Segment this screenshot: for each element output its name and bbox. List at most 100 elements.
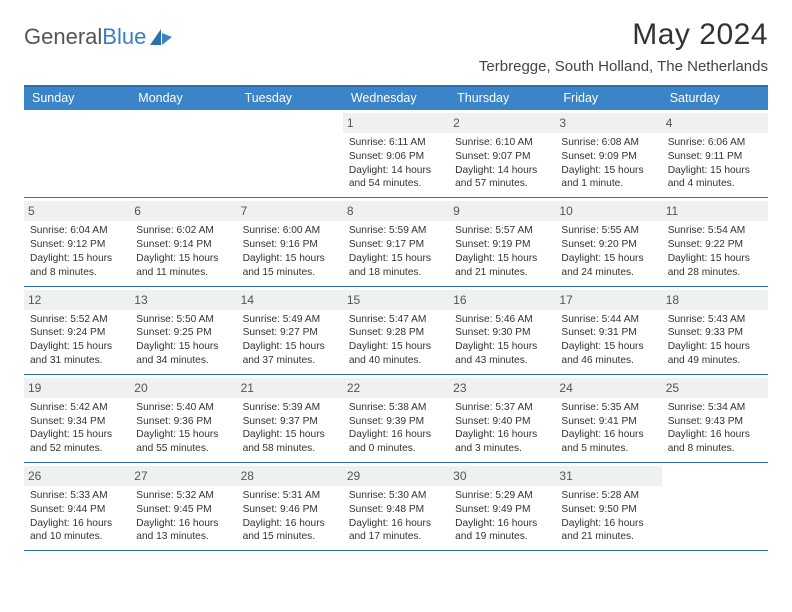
empty-cell [130, 110, 236, 197]
daylight-text: and 37 minutes. [243, 354, 337, 368]
sunrise-text: Sunrise: 5:54 AM [668, 224, 762, 238]
dayname-header: Thursday [449, 87, 555, 110]
sunrise-text: Sunrise: 5:29 AM [455, 489, 549, 503]
day-number: 26 [24, 466, 130, 486]
sunset-text: Sunset: 9:20 PM [561, 238, 655, 252]
daylight-text: Daylight: 16 hours [136, 517, 230, 531]
dayname-header: Saturday [662, 87, 768, 110]
daylight-text: and 28 minutes. [668, 266, 762, 280]
day-cell: 4Sunrise: 6:06 AMSunset: 9:11 PMDaylight… [662, 110, 768, 197]
sunset-text: Sunset: 9:19 PM [455, 238, 549, 252]
daylight-text: and 34 minutes. [136, 354, 230, 368]
sunrise-text: Sunrise: 5:37 AM [455, 401, 549, 415]
day-cell: 7Sunrise: 6:00 AMSunset: 9:16 PMDaylight… [237, 198, 343, 285]
calendar-grid: SundayMondayTuesdayWednesdayThursdayFrid… [24, 85, 768, 551]
day-number: 2 [449, 113, 555, 133]
day-cell: 16Sunrise: 5:46 AMSunset: 9:30 PMDayligh… [449, 287, 555, 374]
day-cell: 13Sunrise: 5:50 AMSunset: 9:25 PMDayligh… [130, 287, 236, 374]
day-number: 28 [237, 466, 343, 486]
daylight-text: Daylight: 16 hours [349, 517, 443, 531]
dayname-header: Friday [555, 87, 661, 110]
daylight-text: Daylight: 14 hours [455, 164, 549, 178]
day-number: 8 [343, 201, 449, 221]
sunrise-text: Sunrise: 6:02 AM [136, 224, 230, 238]
day-cell: 15Sunrise: 5:47 AMSunset: 9:28 PMDayligh… [343, 287, 449, 374]
day-number: 9 [449, 201, 555, 221]
day-cell: 19Sunrise: 5:42 AMSunset: 9:34 PMDayligh… [24, 375, 130, 462]
day-number: 20 [130, 378, 236, 398]
sunrise-text: Sunrise: 5:49 AM [243, 313, 337, 327]
sunrise-text: Sunrise: 5:55 AM [561, 224, 655, 238]
sunrise-text: Sunrise: 6:11 AM [349, 136, 443, 150]
daylight-text: and 54 minutes. [349, 177, 443, 191]
sunrise-text: Sunrise: 5:32 AM [136, 489, 230, 503]
location-label: Terbregge, South Holland, The Netherland… [479, 58, 768, 75]
daylight-text: and 10 minutes. [30, 530, 124, 544]
day-number: 18 [662, 290, 768, 310]
day-number: 11 [662, 201, 768, 221]
day-number: 21 [237, 378, 343, 398]
sunrise-text: Sunrise: 6:00 AM [243, 224, 337, 238]
day-cell: 8Sunrise: 5:59 AMSunset: 9:17 PMDaylight… [343, 198, 449, 285]
day-cell: 14Sunrise: 5:49 AMSunset: 9:27 PMDayligh… [237, 287, 343, 374]
day-cell: 11Sunrise: 5:54 AMSunset: 9:22 PMDayligh… [662, 198, 768, 285]
day-number: 3 [555, 113, 661, 133]
day-cell: 3Sunrise: 6:08 AMSunset: 9:09 PMDaylight… [555, 110, 661, 197]
sunset-text: Sunset: 9:41 PM [561, 415, 655, 429]
daylight-text: Daylight: 15 hours [455, 252, 549, 266]
sunset-text: Sunset: 9:31 PM [561, 326, 655, 340]
sunset-text: Sunset: 9:50 PM [561, 503, 655, 517]
sunset-text: Sunset: 9:45 PM [136, 503, 230, 517]
dayname-header: Monday [130, 87, 236, 110]
day-number: 7 [237, 201, 343, 221]
daylight-text: Daylight: 15 hours [30, 340, 124, 354]
month-title: May 2024 [479, 18, 768, 52]
empty-cell [662, 463, 768, 550]
sunrise-text: Sunrise: 6:08 AM [561, 136, 655, 150]
day-cell: 6Sunrise: 6:02 AMSunset: 9:14 PMDaylight… [130, 198, 236, 285]
sunset-text: Sunset: 9:49 PM [455, 503, 549, 517]
sunrise-text: Sunrise: 5:40 AM [136, 401, 230, 415]
daylight-text: Daylight: 15 hours [455, 340, 549, 354]
daylight-text: Daylight: 16 hours [30, 517, 124, 531]
daylight-text: Daylight: 15 hours [136, 252, 230, 266]
sunset-text: Sunset: 9:30 PM [455, 326, 549, 340]
daylight-text: and 24 minutes. [561, 266, 655, 280]
day-cell: 5Sunrise: 6:04 AMSunset: 9:12 PMDaylight… [24, 198, 130, 285]
day-number: 16 [449, 290, 555, 310]
daylight-text: Daylight: 14 hours [349, 164, 443, 178]
daylight-text: and 0 minutes. [349, 442, 443, 456]
sunrise-text: Sunrise: 5:43 AM [668, 313, 762, 327]
daylight-text: Daylight: 15 hours [561, 164, 655, 178]
day-number: 5 [24, 201, 130, 221]
day-cell: 10Sunrise: 5:55 AMSunset: 9:20 PMDayligh… [555, 198, 661, 285]
dayname-header: Wednesday [343, 87, 449, 110]
daylight-text: and 15 minutes. [243, 266, 337, 280]
sunrise-text: Sunrise: 5:34 AM [668, 401, 762, 415]
daylight-text: and 15 minutes. [243, 530, 337, 544]
daylight-text: and 49 minutes. [668, 354, 762, 368]
sunset-text: Sunset: 9:43 PM [668, 415, 762, 429]
day-cell: 27Sunrise: 5:32 AMSunset: 9:45 PMDayligh… [130, 463, 236, 550]
daylight-text: Daylight: 15 hours [136, 340, 230, 354]
sunset-text: Sunset: 9:27 PM [243, 326, 337, 340]
daylight-text: and 21 minutes. [561, 530, 655, 544]
brand-part1: General [24, 24, 102, 50]
sunrise-text: Sunrise: 5:47 AM [349, 313, 443, 327]
day-cell: 12Sunrise: 5:52 AMSunset: 9:24 PMDayligh… [24, 287, 130, 374]
sunrise-text: Sunrise: 5:50 AM [136, 313, 230, 327]
day-number: 22 [343, 378, 449, 398]
daylight-text: Daylight: 15 hours [30, 428, 124, 442]
day-number: 31 [555, 466, 661, 486]
title-block: May 2024 Terbregge, South Holland, The N… [479, 18, 768, 75]
day-cell: 24Sunrise: 5:35 AMSunset: 9:41 PMDayligh… [555, 375, 661, 462]
empty-cell [24, 110, 130, 197]
daylight-text: Daylight: 15 hours [136, 428, 230, 442]
sunset-text: Sunset: 9:12 PM [30, 238, 124, 252]
sunrise-text: Sunrise: 5:57 AM [455, 224, 549, 238]
day-number: 25 [662, 378, 768, 398]
day-cell: 2Sunrise: 6:10 AMSunset: 9:07 PMDaylight… [449, 110, 555, 197]
daylight-text: and 4 minutes. [668, 177, 762, 191]
day-number: 19 [24, 378, 130, 398]
sunrise-text: Sunrise: 5:44 AM [561, 313, 655, 327]
